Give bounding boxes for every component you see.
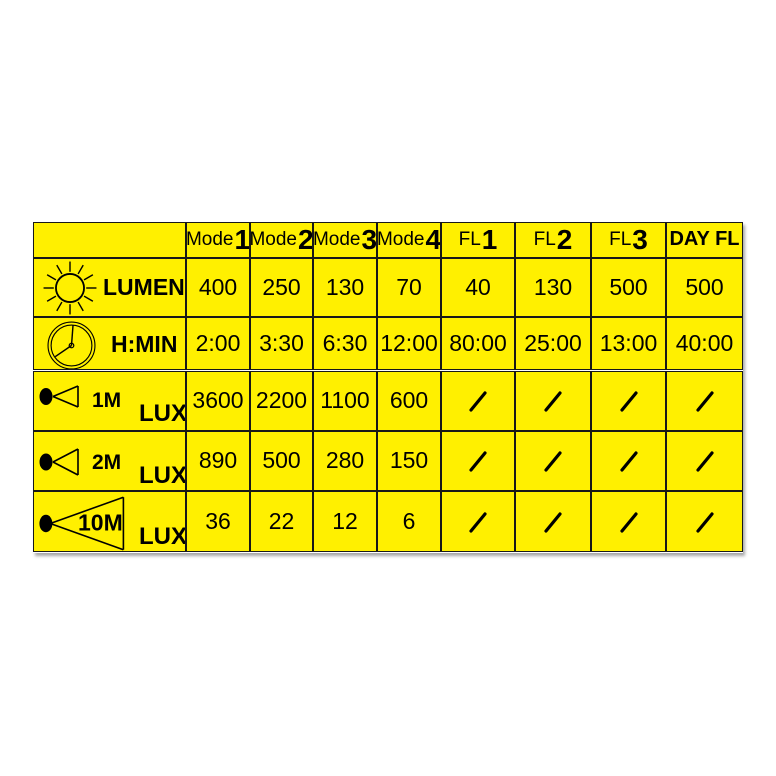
svg-text:10M: 10M (78, 509, 123, 535)
